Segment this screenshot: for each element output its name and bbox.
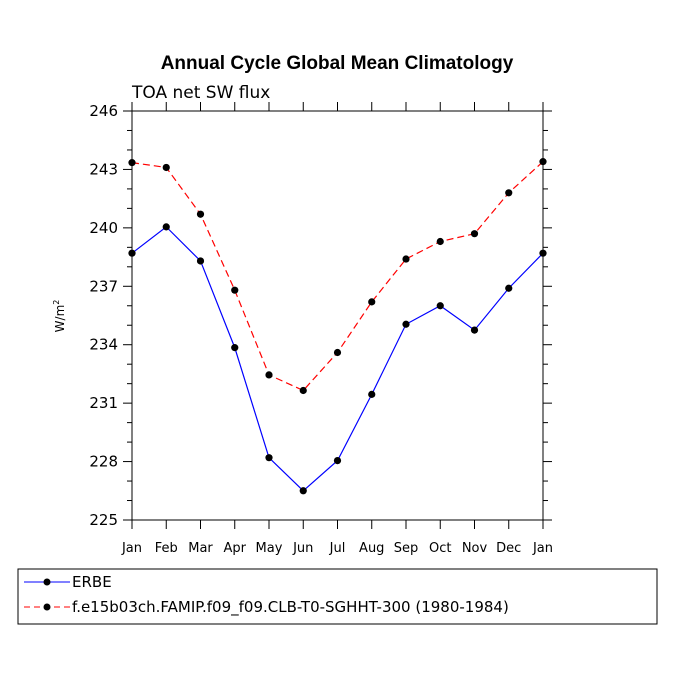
- series-layer: [128, 158, 547, 495]
- chart-title: Annual Cycle Global Mean Climatology: [161, 53, 514, 74]
- x-tick-label: Oct: [429, 541, 451, 556]
- data-point-series-0: [470, 326, 479, 334]
- y-tick-label: 225: [89, 511, 118, 529]
- x-tick-label: May: [256, 541, 283, 556]
- data-point-series-1: [231, 286, 239, 294]
- y-tick-label: 234: [89, 336, 118, 354]
- x-tick-label: Dec: [496, 541, 521, 556]
- legend-marker-erbe: [43, 578, 51, 586]
- data-point-series-0: [368, 390, 376, 398]
- x-tick-label: Aug: [359, 541, 384, 556]
- legend-label-erbe: ERBE: [72, 573, 112, 591]
- y-axis-label-superscript: 2: [52, 300, 61, 305]
- x-tick-label: Nov: [462, 541, 488, 556]
- data-point-series-1: [128, 159, 136, 167]
- data-point-series-1: [436, 237, 444, 246]
- y-axis-label-text: W/m: [53, 305, 67, 333]
- x-tick-label: Apr: [224, 541, 247, 556]
- x-tick-label: Jan: [121, 541, 142, 556]
- y-axis-label: W/m2: [52, 300, 67, 333]
- data-point-series-0: [265, 454, 273, 462]
- series-line-1: [131, 161, 544, 392]
- legend-label-model: f.e15b03ch.FAMIP.f09_f09.CLB-T0-SGHHT-30…: [72, 598, 509, 617]
- legend: ERBE f.e15b03ch.FAMIP.f09_f09.CLB-T0-SGH…: [17, 568, 658, 625]
- x-tick-label: Jun: [292, 541, 313, 556]
- data-point-series-1: [539, 158, 547, 166]
- y-tick-label: 237: [89, 277, 118, 295]
- legend-marker-model: [43, 603, 51, 611]
- data-point-series-0: [231, 344, 239, 352]
- data-point-series-1: [196, 210, 205, 218]
- data-point-series-0: [505, 284, 513, 292]
- data-point-series-0: [402, 320, 410, 328]
- data-point-series-1: [402, 255, 410, 263]
- data-point-series-0: [162, 223, 170, 231]
- x-tick-label: Jul: [329, 541, 346, 556]
- data-point-series-1: [368, 298, 376, 306]
- y-tick-label: 243: [89, 160, 118, 178]
- data-point-series-0: [436, 302, 444, 310]
- y-tick-label: 246: [89, 102, 118, 120]
- data-point-series-1: [470, 230, 479, 238]
- y-axis: 225 228 231 234 237 240 243 246: [89, 102, 552, 529]
- data-point-series-0: [333, 456, 342, 465]
- y-tick-label: 231: [89, 394, 118, 412]
- x-tick-label: Mar: [188, 541, 213, 556]
- x-tick-label: Feb: [155, 541, 178, 556]
- data-point-series-0: [299, 487, 307, 495]
- data-point-series-1: [333, 348, 342, 357]
- series-line-0: [131, 226, 544, 492]
- data-point-series-0: [539, 249, 547, 257]
- data-point-series-1: [265, 371, 273, 379]
- chart-subtitle: TOA net SW flux: [131, 83, 270, 103]
- x-axis: Jan Feb Mar Apr May Jun Jul Aug Sep Oct Nov Dec Jan: [121, 102, 553, 556]
- data-point-series-1: [299, 386, 307, 395]
- y-tick-label: 228: [89, 453, 118, 471]
- x-tick-label: Sep: [394, 541, 419, 556]
- x-tick-label: Jan: [532, 541, 553, 556]
- y-tick-label: 240: [89, 219, 118, 237]
- data-point-series-1: [162, 163, 170, 172]
- data-point-series-0: [196, 257, 205, 265]
- data-point-series-1: [505, 189, 513, 197]
- data-point-series-0: [128, 249, 136, 257]
- legend-box: [17, 568, 658, 625]
